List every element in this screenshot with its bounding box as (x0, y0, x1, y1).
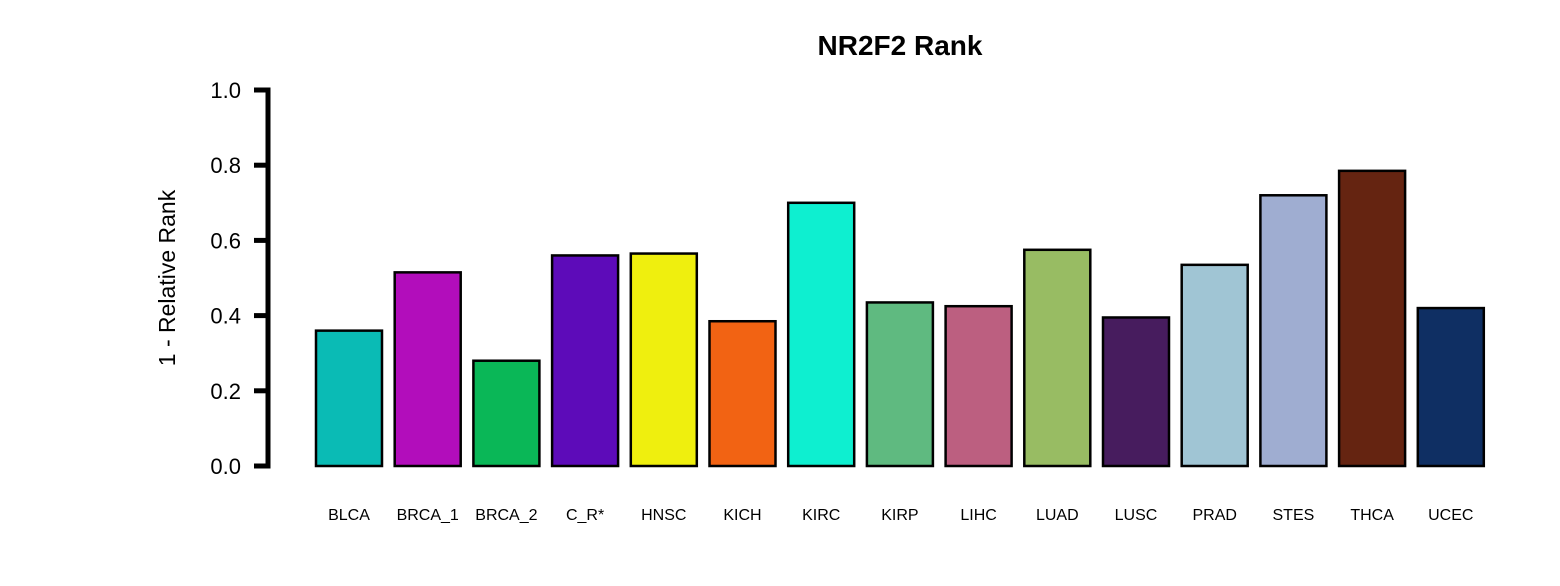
x-tick-label: BLCA (328, 507, 370, 524)
y-tick-label: 0.2 (210, 379, 241, 404)
bar-blca (314, 329, 384, 468)
x-tick-label: THCA (1350, 507, 1394, 524)
x-tick-label: BRCA_1 (397, 507, 459, 524)
bar-kirp (865, 301, 935, 468)
y-axis-label: 1 - Relative Rank (154, 189, 180, 366)
bar-stes (1259, 194, 1328, 468)
x-tick-label: C_R* (566, 507, 604, 524)
x-tick-label: LUSC (1115, 507, 1158, 524)
y-tick-label: 1.0 (210, 78, 241, 103)
bar-thca (1337, 169, 1407, 468)
x-tick-label: KIRP (881, 507, 918, 524)
bar-luad (1023, 248, 1092, 468)
x-tick-label: LIHC (960, 507, 996, 524)
bar-ucec (1416, 306, 1486, 468)
bar-kirc (786, 201, 856, 468)
chart-title: NR2F2 Rank (818, 30, 983, 61)
bar-brca-2 (472, 359, 541, 468)
y-tick-label: 0.0 (210, 454, 241, 479)
bar-c-r (550, 254, 620, 468)
y-tick-label: 0.6 (210, 228, 241, 253)
x-tick-label: KICH (723, 507, 761, 524)
x-tick-labels: BLCA BRCA_1 BRCA_2 C_R* HNSC KICH KIRC KIRP LIHC… (328, 507, 1473, 524)
y-tick-label: 0.8 (210, 153, 241, 178)
bars (314, 169, 1486, 468)
x-tick-label: HNSC (641, 507, 686, 524)
y-axis: 0.0 0.2 0.4 0.6 0.8 1.0 (210, 78, 271, 479)
bar-hnsc (629, 252, 699, 468)
x-tick-label: LUAD (1036, 507, 1079, 524)
bar-kich (708, 319, 777, 468)
y-tick-label: 0.4 (210, 304, 241, 329)
x-tick-label: KIRC (802, 507, 840, 524)
x-tick-label: PRAD (1192, 507, 1236, 524)
bar-lusc (1101, 316, 1171, 468)
bar-lihc (944, 304, 1013, 468)
x-tick-label: BRCA_2 (475, 507, 537, 524)
bar-brca-1 (393, 271, 462, 468)
x-tick-label: UCEC (1428, 507, 1473, 524)
x-tick-label: STES (1273, 507, 1315, 524)
bar-prad (1180, 263, 1249, 468)
